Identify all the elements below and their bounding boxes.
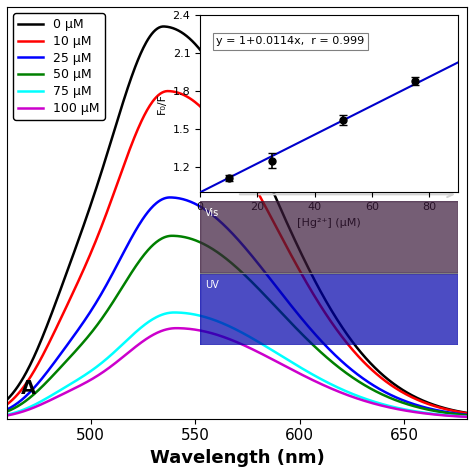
25 μM	[382, 389, 388, 395]
25 μM	[167, 195, 173, 201]
Line: 100 μM: 100 μM	[7, 328, 467, 417]
25 μM	[279, 291, 284, 297]
100 μM	[464, 414, 470, 419]
Line: 10 μM: 10 μM	[7, 91, 467, 413]
0 μM	[4, 397, 10, 402]
Line: 0 μM: 0 μM	[7, 27, 467, 413]
75 μM	[4, 412, 10, 418]
50 μM	[254, 284, 260, 290]
100 μM	[4, 413, 10, 419]
25 μM	[226, 228, 232, 233]
Text: 1: 1	[442, 180, 448, 190]
10 μM	[254, 188, 260, 193]
75 μM	[224, 322, 229, 328]
75 μM	[464, 414, 470, 419]
Line: 50 μM: 50 μM	[7, 236, 467, 415]
0 μM	[226, 93, 232, 99]
10 μM	[4, 401, 10, 407]
100 μM	[454, 413, 460, 419]
0 μM	[382, 374, 388, 380]
Text: 0 μM: 0 μM	[207, 180, 231, 190]
100 μM	[254, 348, 260, 354]
10 μM	[464, 410, 470, 416]
100 μM	[226, 336, 232, 342]
0 μM	[254, 152, 260, 158]
10 μM	[382, 378, 388, 383]
25 μM	[464, 412, 470, 418]
Text: A: A	[21, 379, 36, 398]
100 μM	[382, 403, 388, 409]
10 μM	[164, 88, 170, 94]
50 μM	[454, 411, 460, 417]
100 μM	[224, 335, 229, 341]
10 μM	[226, 140, 232, 146]
25 μM	[454, 411, 460, 417]
100 μM	[174, 325, 180, 331]
75 μM	[171, 310, 177, 315]
10 μM	[454, 409, 460, 414]
50 μM	[226, 258, 232, 264]
X-axis label: Wavelength (nm): Wavelength (nm)	[150, 449, 324, 467]
Text: Hg²⁺: Hg²⁺	[309, 179, 331, 189]
0 μM	[224, 88, 229, 94]
75 μM	[382, 402, 388, 408]
0 μM	[161, 24, 166, 29]
50 μM	[4, 409, 10, 414]
75 μM	[279, 353, 284, 359]
50 μM	[279, 310, 284, 316]
Legend: 0 μM, 10 μM, 25 μM, 50 μM, 75 μM, 100 μM: 0 μM, 10 μM, 25 μM, 50 μM, 75 μM, 100 μM	[13, 13, 105, 120]
Line: 25 μM: 25 μM	[7, 198, 467, 415]
0 μM	[279, 209, 284, 214]
Line: 75 μM: 75 μM	[7, 312, 467, 417]
0 μM	[454, 408, 460, 414]
75 μM	[226, 323, 232, 329]
50 μM	[382, 393, 388, 399]
50 μM	[464, 412, 470, 418]
50 μM	[224, 256, 229, 262]
100 μM	[279, 361, 284, 367]
0 μM	[464, 410, 470, 416]
25 μM	[254, 259, 260, 265]
10 μM	[279, 235, 284, 240]
50 μM	[169, 233, 175, 238]
25 μM	[224, 225, 229, 230]
25 μM	[4, 407, 10, 412]
75 μM	[454, 413, 460, 419]
75 μM	[254, 338, 260, 344]
10 μM	[224, 136, 229, 141]
